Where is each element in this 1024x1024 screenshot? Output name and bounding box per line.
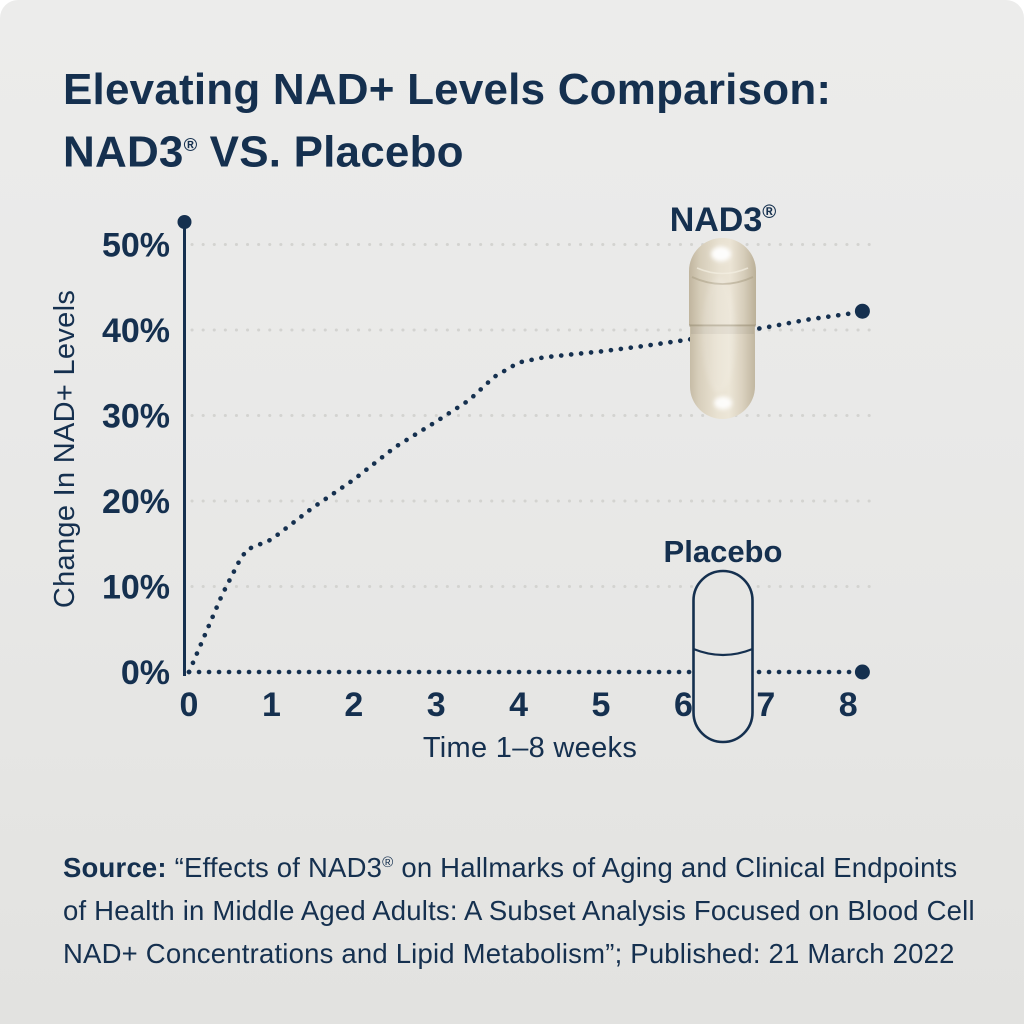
source-prefix: Source:	[63, 852, 167, 884]
y-tick-40: 40%	[102, 312, 170, 350]
x-tick-1: 1	[262, 686, 281, 724]
source-line3: NAD+ Concentrations and Lipid Metabolism…	[63, 938, 955, 970]
registered-trademark-icon: ®	[382, 854, 394, 871]
x-tick-8: 8	[839, 686, 858, 724]
x-tick-7: 7	[756, 686, 775, 724]
page-title: Elevating NAD+ Levels Comparison: NAD3® V…	[63, 62, 831, 180]
source-citation: Source: “Effects of NAD3® on Hallmarks o…	[63, 841, 975, 975]
x-tick-3: 3	[427, 686, 446, 724]
registered-trademark-icon: ®	[762, 202, 776, 223]
nad3-capsule-icon	[689, 238, 756, 419]
y-axis-title: Change In NAD+ Levels	[49, 290, 81, 608]
x-tick-0: 0	[180, 686, 199, 724]
registered-trademark-icon: ®	[183, 134, 198, 155]
x-tick-5: 5	[592, 686, 611, 724]
y-tick-20: 20%	[102, 483, 170, 521]
x-tick-6: 6	[674, 686, 693, 724]
y-tick-0: 0%	[121, 654, 170, 692]
y-tick-30: 30%	[102, 398, 170, 436]
y-axis-top-dot	[177, 215, 192, 229]
x-axis-title: Time 1–8 weeks	[423, 732, 637, 764]
title-line1: Elevating NAD+ Levels Comparison:	[63, 65, 832, 114]
x-tick-4: 4	[509, 686, 528, 724]
source-line1: Source: “Effects of NAD3® on Hallmarks o…	[63, 852, 958, 884]
title-line2-rest: VS. Placebo	[197, 127, 464, 177]
title-line2-name: NAD3	[63, 127, 184, 177]
y-tick-50: 50%	[102, 227, 170, 265]
placebo-series-label: Placebo	[664, 534, 783, 569]
source-line2: of Health in Middle Aged Adults: A Subse…	[63, 895, 975, 927]
y-tick-10: 10%	[102, 569, 170, 607]
nad3-end-dot	[854, 303, 870, 319]
nad3-series-label: NAD3®	[670, 201, 777, 239]
placebo-capsule-icon	[692, 569, 754, 744]
placebo-end-dot	[854, 664, 870, 680]
nad3-series-line	[186, 308, 865, 675]
x-tick-2: 2	[344, 686, 363, 724]
